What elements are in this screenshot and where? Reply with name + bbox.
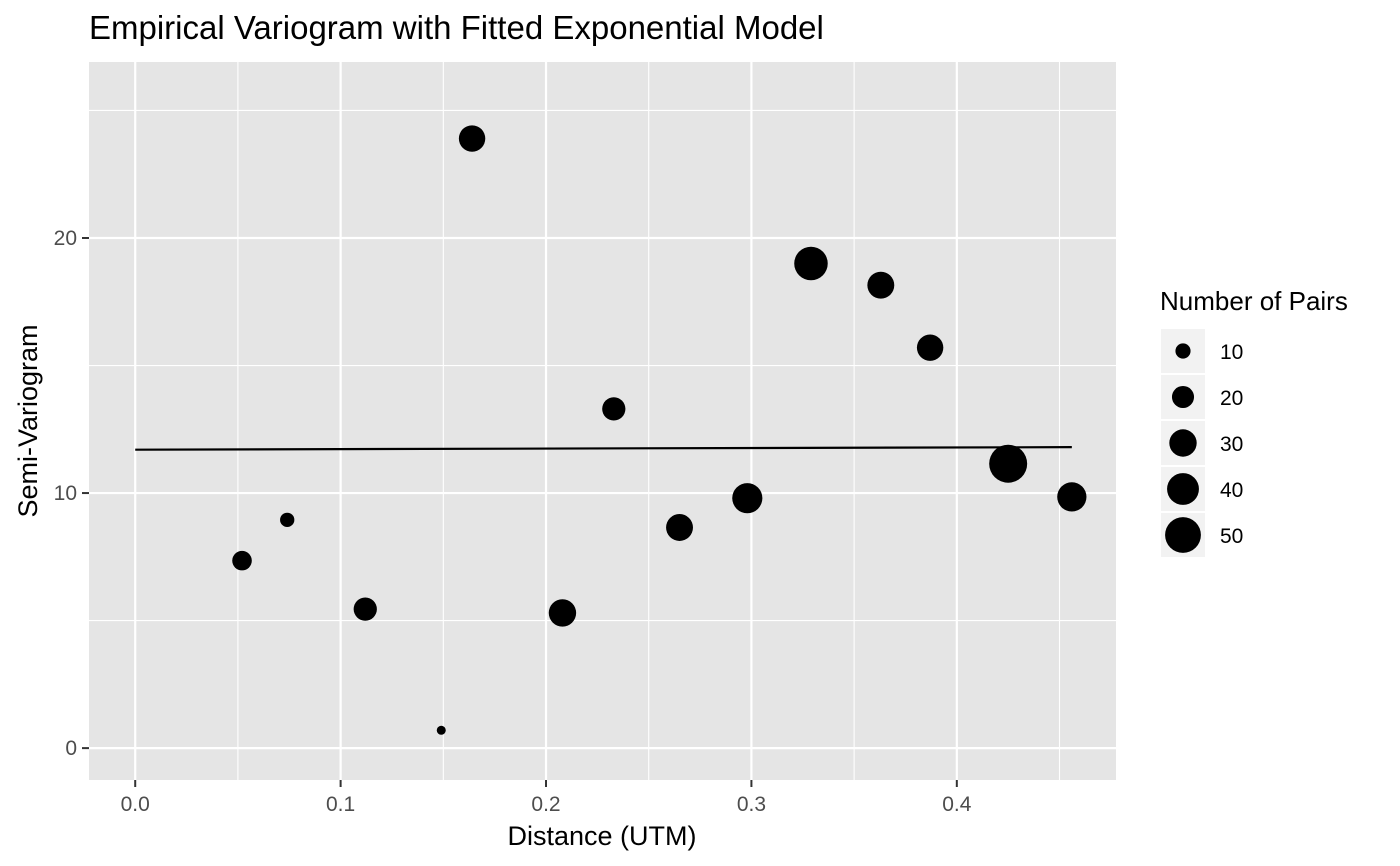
x-tick-label: 0.0 xyxy=(121,793,150,816)
legend-label: 10 xyxy=(1220,341,1243,364)
legend-label: 40 xyxy=(1220,479,1243,502)
legend-key-point xyxy=(1165,517,1201,553)
fitted-model-layer xyxy=(135,446,1072,451)
data-point xyxy=(794,246,828,281)
legend-key-point xyxy=(1167,473,1199,505)
data-point xyxy=(436,725,446,735)
data-point xyxy=(666,514,693,541)
data-point xyxy=(732,483,763,514)
data-points xyxy=(232,125,1087,735)
data-point xyxy=(458,125,486,152)
x-axis-title: Distance (UTM) xyxy=(507,821,696,851)
legend-key-point xyxy=(1171,385,1195,409)
legend-key-point xyxy=(1169,429,1197,457)
data-point xyxy=(232,550,252,571)
legend-label: 20 xyxy=(1220,387,1243,410)
data-point xyxy=(989,444,1028,483)
x-tick-label: 0.4 xyxy=(942,793,972,816)
data-point xyxy=(548,599,577,627)
legend-key-point xyxy=(1175,343,1191,359)
fitted-model-line xyxy=(135,446,1072,451)
plot-panel xyxy=(89,62,1116,780)
data-point xyxy=(1057,482,1087,512)
x-axis: 0.0 0.1 0.2 0.3 0.4 xyxy=(121,780,972,816)
data-point xyxy=(867,271,895,299)
x-tick-label: 0.2 xyxy=(531,793,560,816)
y-axis: 0 10 20 xyxy=(54,227,89,760)
legend-label: 50 xyxy=(1220,525,1243,548)
y-tick-label: 10 xyxy=(54,482,77,505)
data-point xyxy=(602,397,626,421)
data-point xyxy=(280,512,295,527)
y-tick-label: 0 xyxy=(65,737,77,760)
chart-title: Empirical Variogram with Fitted Exponent… xyxy=(89,9,824,46)
size-legend: Number of Pairs 10 20 30 40 50 xyxy=(1160,286,1348,557)
x-tick-label: 0.3 xyxy=(737,793,766,816)
legend-keys: 10 20 30 40 50 xyxy=(1161,329,1243,557)
major-gridlines xyxy=(89,62,1116,780)
minor-gridlines xyxy=(89,62,1116,780)
legend-label: 30 xyxy=(1220,433,1243,456)
y-axis-title: Semi-Variogram xyxy=(13,324,43,517)
data-point xyxy=(916,334,944,361)
y-tick-label: 20 xyxy=(54,227,77,250)
data-point xyxy=(353,597,377,621)
x-tick-label: 0.1 xyxy=(326,793,355,816)
legend-title: Number of Pairs xyxy=(1160,286,1348,316)
